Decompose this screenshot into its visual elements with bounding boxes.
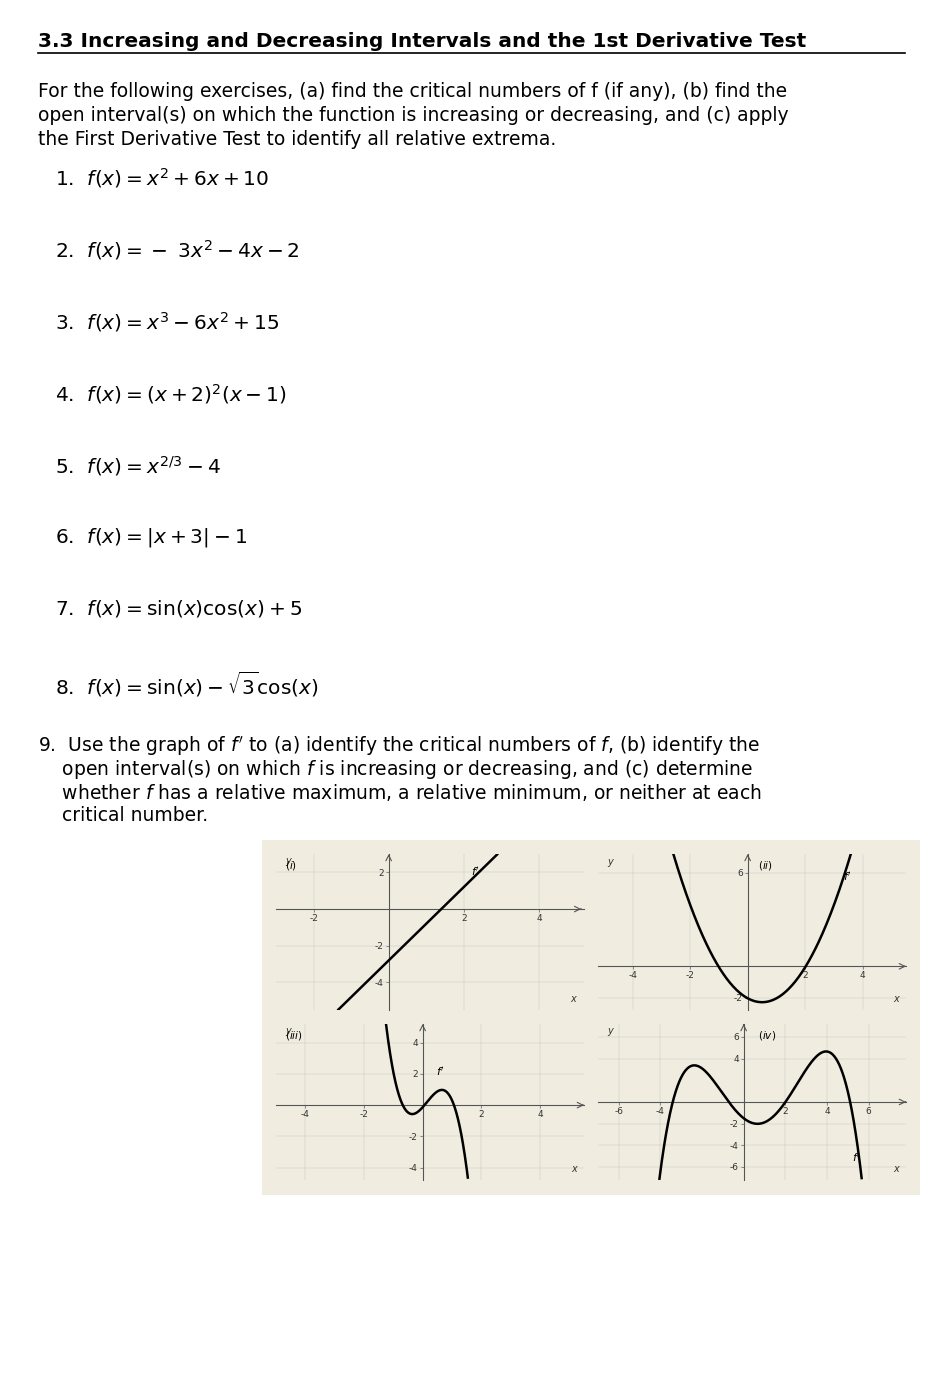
Text: 6.  $f(x) = |x + 3| - 1$: 6. $f(x) = |x + 3| - 1$ [55, 526, 247, 549]
Text: $x$: $x$ [570, 994, 578, 1003]
Text: $x$: $x$ [893, 994, 901, 1003]
Text: 5.  $f(x) = x^{2/3} - 4$: 5. $f(x) = x^{2/3} - 4$ [55, 454, 221, 477]
Text: $(ii)$: $(ii)$ [759, 858, 773, 872]
Text: For the following exercises, (a) find the critical numbers of f (if any), (b) fi: For the following exercises, (a) find th… [38, 81, 787, 101]
Text: 9.  Use the graph of $f'$ to (a) identify the critical numbers of $f$, (b) ident: 9. Use the graph of $f'$ to (a) identify… [38, 734, 760, 758]
Text: the First Derivative Test to identify all relative extrema.: the First Derivative Test to identify al… [38, 130, 556, 149]
Text: $f'$: $f'$ [471, 865, 480, 878]
Bar [262, 840, 920, 1195]
Text: $y$: $y$ [285, 1027, 293, 1038]
Text: $y$: $y$ [607, 1027, 616, 1038]
Text: $f'$: $f'$ [842, 869, 852, 883]
Text: 7.  $f(x) = \sin(x)\cos(x) + 5$: 7. $f(x) = \sin(x)\cos(x) + 5$ [55, 598, 302, 620]
Text: 3.3 Increasing and Decreasing Intervals and the 1st Derivative Test: 3.3 Increasing and Decreasing Intervals … [38, 32, 807, 51]
Text: 3.  $f(x) = x^3 - 6x^2 + 15$: 3. $f(x) = x^3 - 6x^2 + 15$ [55, 310, 279, 334]
Text: $x$: $x$ [893, 1163, 901, 1174]
Text: $x$: $x$ [572, 1163, 579, 1174]
Text: $(i)$: $(i)$ [285, 858, 297, 872]
Text: critical number.: critical number. [38, 806, 208, 825]
Text: 2.  $f(x) =-\ 3x^2 - 4x - 2$: 2. $f(x) =-\ 3x^2 - 4x - 2$ [55, 237, 300, 262]
Text: open interval(s) on which $f$ is increasing or decreasing, and (c) determine: open interval(s) on which $f$ is increas… [38, 758, 753, 781]
Text: $f'$: $f'$ [436, 1065, 445, 1078]
Text: $(iv)$: $(iv)$ [759, 1028, 776, 1042]
Text: 8.  $f(x) = \sin(x) - \sqrt{3}\cos(x)$: 8. $f(x) = \sin(x) - \sqrt{3}\cos(x)$ [55, 671, 319, 700]
Text: 4.  $f(x) = (x + 2)^2(x - 1)$: 4. $f(x) = (x + 2)^2(x - 1)$ [55, 382, 287, 406]
Text: $f'$: $f'$ [852, 1151, 861, 1163]
Text: 1.  $f(x) = x^2 + 6x + 10$: 1. $f(x) = x^2 + 6x + 10$ [55, 166, 269, 190]
Text: whether $f$ has a relative maximum, a relative minimum, or neither at each: whether $f$ has a relative maximum, a re… [38, 782, 761, 803]
Text: $y$: $y$ [607, 857, 616, 869]
Text: $(iii)$: $(iii)$ [285, 1028, 303, 1042]
Text: $y$: $y$ [285, 856, 293, 868]
Text: open interval(s) on which the function is increasing or decreasing, and (c) appl: open interval(s) on which the function i… [38, 106, 789, 126]
